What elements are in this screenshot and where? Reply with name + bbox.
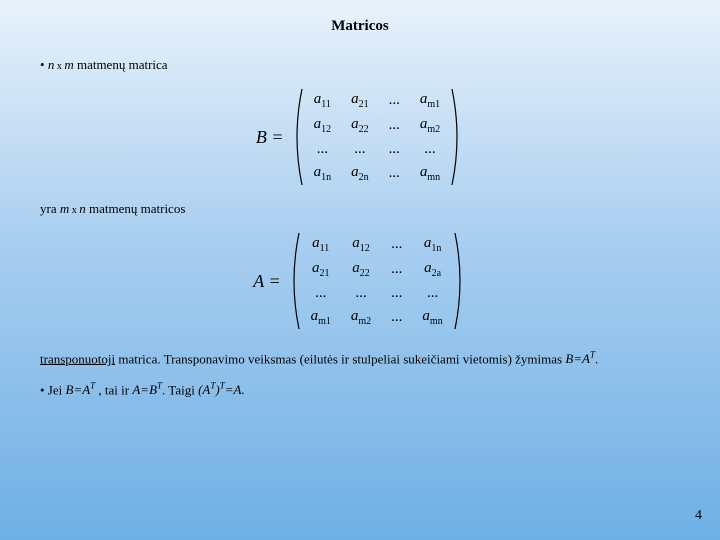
times-x2: x (69, 205, 79, 216)
text-matmenu: matmenų matrica (74, 57, 168, 72)
right-paren-icon (450, 87, 464, 187)
corollary-line: • Jei B=AT , tai ir A=BT. Taigi (AT)T=A. (40, 381, 680, 398)
page-title: Matricos (40, 18, 680, 35)
matrix-b-display: B = a11a21...am1a12a22...am2............… (40, 87, 680, 187)
text-matmenu2: matmenų matricos (86, 201, 186, 216)
para3-text: matrica. Transponavimo veiksmas (eilutės… (115, 351, 565, 366)
var-m2: m (60, 201, 69, 216)
matrix-a-display: A = a11a12...a1na21a22...a2a............… (40, 231, 680, 331)
mid2: . Taigi (162, 382, 198, 397)
matrix-b-lhs: B = (256, 127, 284, 148)
intro-line-1: • n x m matmenų matrica (40, 57, 680, 73)
times-x: x (54, 61, 64, 72)
bullet2: • Jei (40, 382, 66, 397)
transpose-paragraph: transponuotoji matrica. Transponavimo ve… (40, 349, 680, 369)
text-yra: yra (40, 201, 60, 216)
bullet: • (40, 57, 48, 72)
dot: . (595, 351, 598, 366)
right-paren-icon-2 (453, 231, 467, 331)
var-m: m (64, 57, 73, 72)
eq3: (AT)T=A. (198, 382, 245, 397)
intro-line-2: yra m x n matmenų matricos (40, 201, 680, 217)
eq2: A=BT (132, 382, 162, 397)
matrix-a-lhs: A = (253, 271, 280, 292)
left-paren-icon (290, 87, 304, 187)
eq1: B=AT (66, 382, 96, 397)
eq-b-at: B=AT (565, 351, 595, 366)
page-number: 4 (695, 508, 702, 524)
matrix-a-body: a11a12...a1na21a22...a2a............am1a… (301, 232, 453, 330)
left-paren-icon-2 (287, 231, 301, 331)
mid1: , tai ir (95, 382, 132, 397)
matrix-b-body: a11a21...am1a12a22...am2............a1na… (304, 88, 451, 186)
word-transponuotoji: transponuotoji (40, 351, 115, 366)
